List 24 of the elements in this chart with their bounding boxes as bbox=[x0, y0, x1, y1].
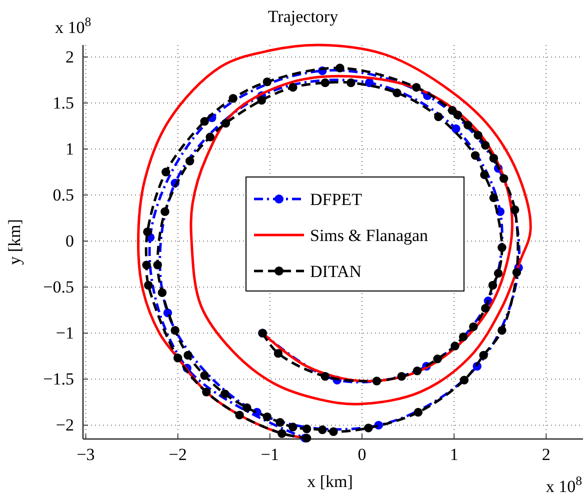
x-tick-label: −3 bbox=[76, 445, 95, 464]
y-tick-label: 0.5 bbox=[52, 185, 74, 204]
y-tick-label: −0.5 bbox=[43, 278, 74, 297]
x-tick-label: −1 bbox=[260, 445, 279, 464]
y-tick-label: −2 bbox=[56, 416, 74, 435]
y-axis-title: y [km] bbox=[5, 219, 24, 265]
x-tick-label: −2 bbox=[168, 445, 187, 464]
x-tick-label: 2 bbox=[542, 445, 550, 464]
text: x 10$^{8}$ bbox=[546, 474, 582, 496]
text: x 10$^{8}$ bbox=[55, 15, 92, 37]
x-tick-label: 1 bbox=[450, 445, 458, 464]
legend-label: Sims & Flanagan bbox=[310, 226, 429, 245]
legend-label: DITAN bbox=[310, 262, 362, 281]
y-tick-label: 2 bbox=[66, 47, 74, 66]
x-tick-label: 0 bbox=[358, 445, 366, 464]
y-tick-label: 1.5 bbox=[52, 93, 74, 112]
legend-label: DFPET bbox=[310, 190, 363, 209]
point bbox=[452, 124, 460, 134]
y-tick-label: −1.5 bbox=[43, 370, 74, 389]
y-tick-label: 1 bbox=[66, 139, 74, 158]
y-tick-label: −1 bbox=[56, 324, 74, 343]
y-tick-label: 0 bbox=[66, 232, 74, 251]
chart-title: Trajectory bbox=[268, 7, 339, 26]
x-axis-title: x [km] bbox=[307, 472, 353, 491]
